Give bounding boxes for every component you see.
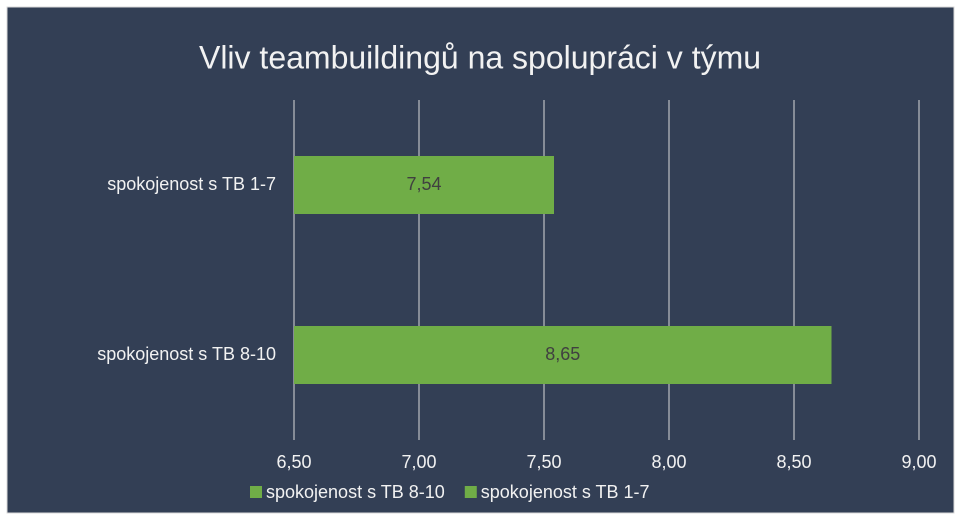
- legend-swatch: [464, 486, 477, 498]
- x-tick-label: 8,00: [651, 452, 686, 472]
- chart-title: Vliv teambuildingů na spolupráci v týmu: [199, 39, 761, 75]
- x-tick-label: 9,00: [901, 452, 936, 472]
- legend-label: spokojenost s TB 1-7: [481, 482, 650, 502]
- value-label: 8,65: [545, 344, 580, 364]
- y-tick-label: spokojenost s TB 1-7: [107, 174, 276, 194]
- x-tick-label: 7,00: [401, 452, 436, 472]
- value-label: 7,54: [406, 174, 441, 194]
- x-tick-label: 8,50: [776, 452, 811, 472]
- x-tick-label: 7,50: [526, 452, 561, 472]
- legend-swatch: [250, 486, 262, 498]
- bar: [294, 156, 554, 214]
- y-tick-label: spokojenost s TB 8-10: [97, 344, 276, 364]
- chart-background: [6, 6, 955, 514]
- bar: [294, 326, 832, 384]
- x-tick-label: 6,50: [276, 452, 311, 472]
- legend-label: spokojenost s TB 8-10: [266, 482, 445, 502]
